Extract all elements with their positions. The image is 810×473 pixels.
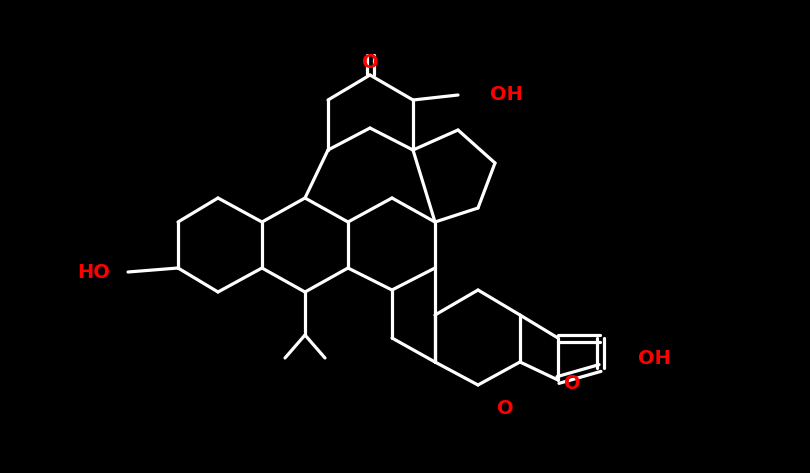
Text: HO: HO bbox=[77, 263, 110, 281]
Text: OH: OH bbox=[490, 86, 523, 105]
Text: O: O bbox=[362, 53, 378, 72]
Text: O: O bbox=[497, 398, 514, 418]
Text: OH: OH bbox=[638, 349, 671, 368]
Text: O: O bbox=[564, 374, 580, 393]
